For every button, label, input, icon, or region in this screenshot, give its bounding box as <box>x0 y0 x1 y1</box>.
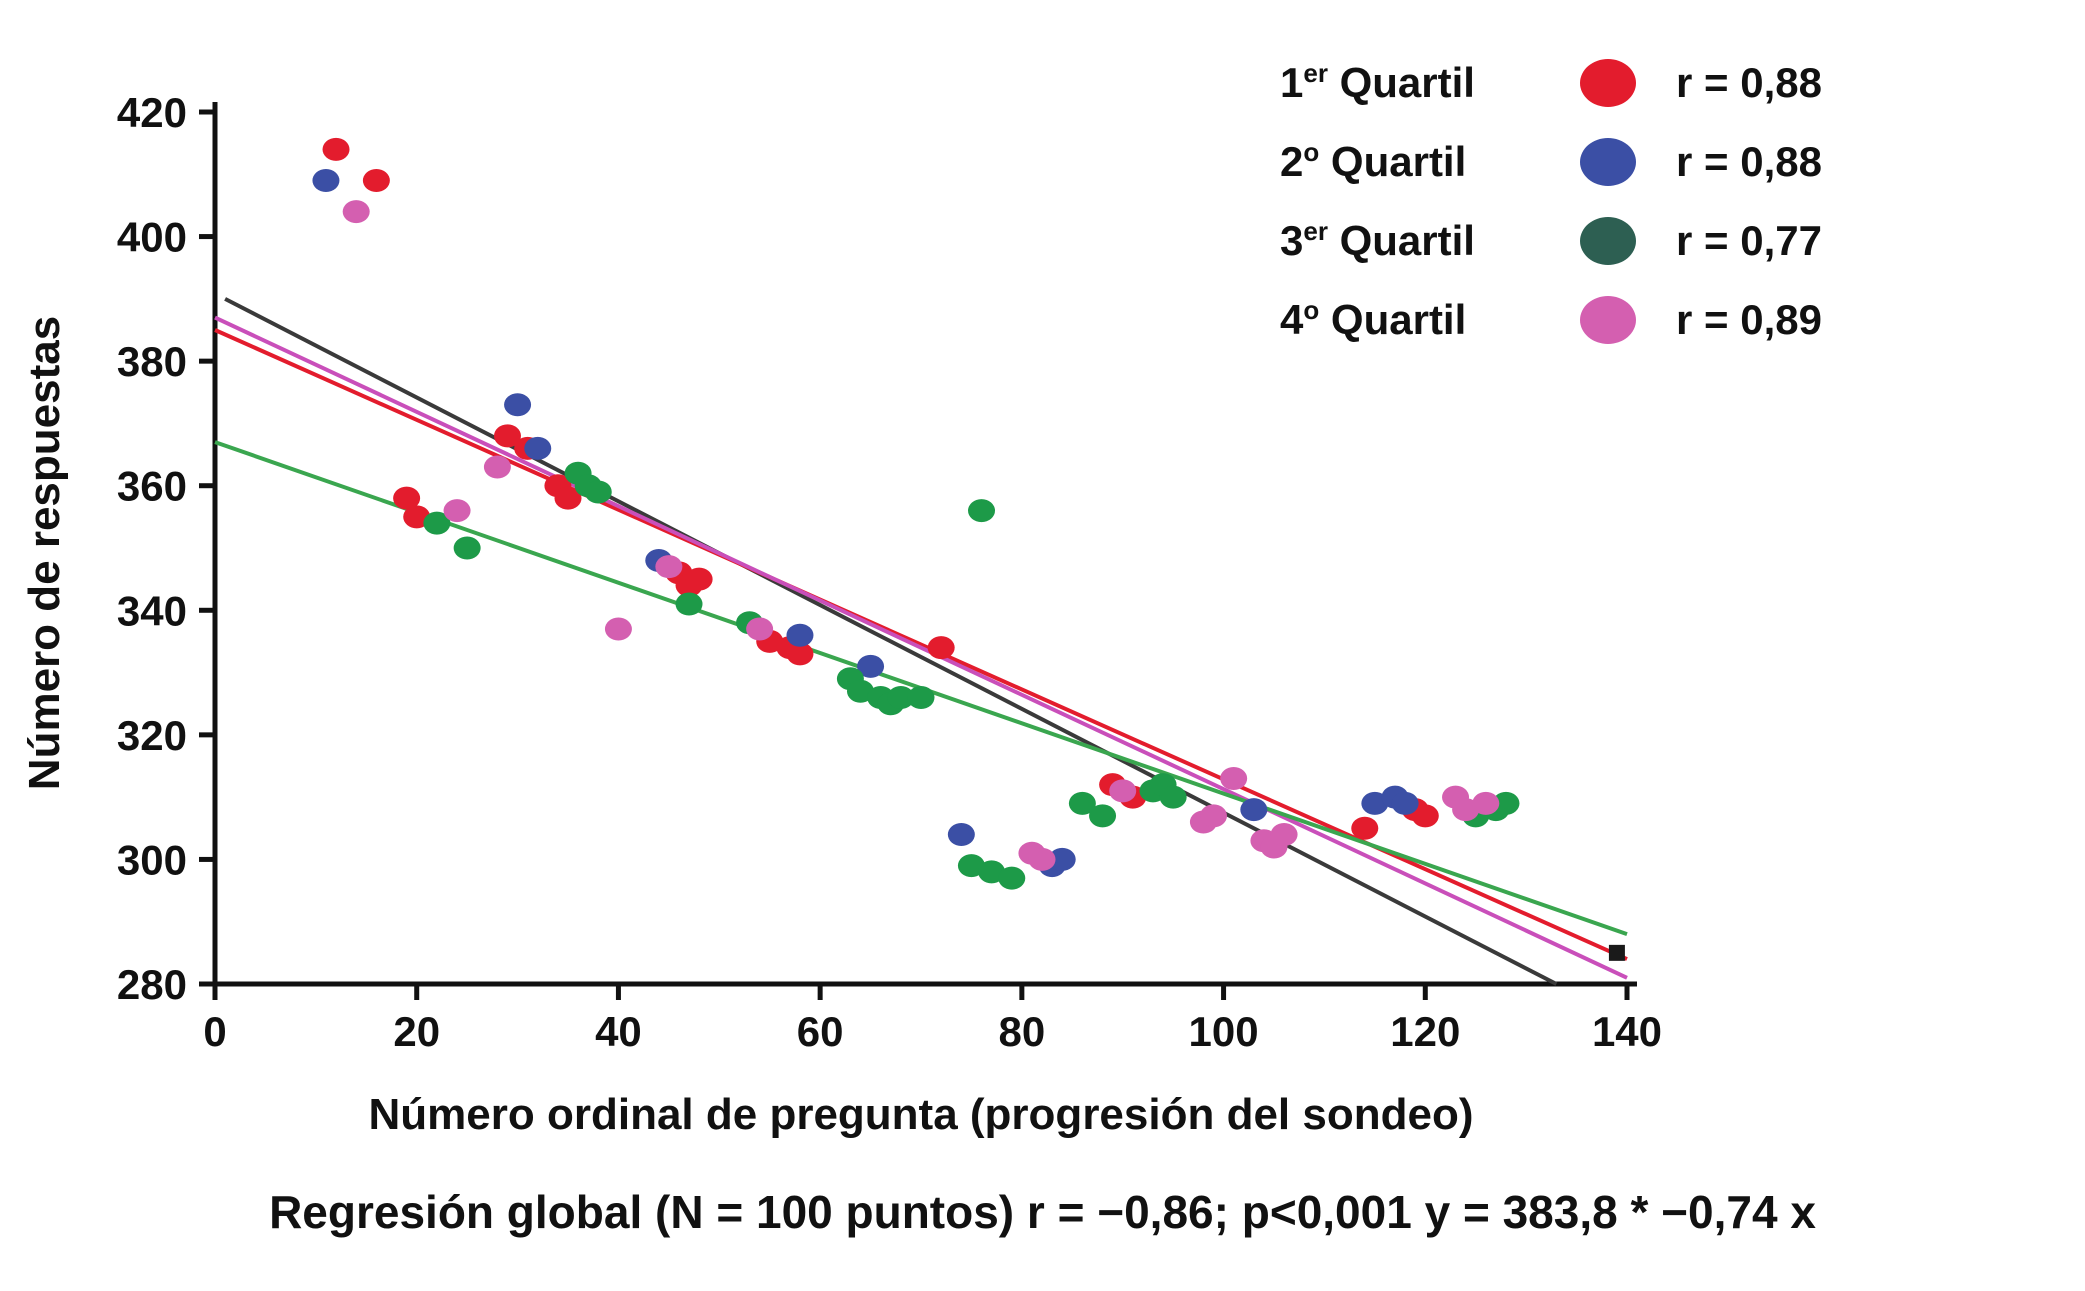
data-point <box>1472 791 1500 815</box>
data-point <box>1159 785 1187 809</box>
legend-r-value: r = 0,89 <box>1676 295 1822 343</box>
legend-swatch <box>1580 216 1636 265</box>
data-point <box>1199 804 1227 828</box>
x-tick-label: 20 <box>393 1008 440 1055</box>
data-point <box>504 393 532 417</box>
data-point <box>1068 791 1096 815</box>
x-tick-label: 120 <box>1390 1008 1460 1055</box>
data-point <box>857 654 885 678</box>
global-regression-caption: Regresión global (N = 100 puntos) r = −0… <box>269 1186 1816 1238</box>
legend-item: 1er Quartil r = 0,88 <box>1280 58 1896 107</box>
regression-line-global-black <box>224 297 1558 986</box>
data-point <box>423 511 451 535</box>
data-point <box>1048 847 1076 871</box>
x-tick-label: 140 <box>1592 1008 1662 1055</box>
legend-swatch <box>1580 295 1636 344</box>
x-tick-label: 40 <box>595 1008 642 1055</box>
x-tick-label: 100 <box>1189 1008 1259 1055</box>
legend-swatch <box>1580 58 1636 107</box>
data-point <box>968 499 996 523</box>
data-point <box>1240 798 1268 822</box>
regression-line-quartil-4-magenta <box>214 315 1628 980</box>
data-point <box>554 486 582 510</box>
regression-line-quartil-1-red <box>214 328 1628 961</box>
y-tick-label: 340 <box>117 587 187 634</box>
data-point <box>1109 779 1137 803</box>
end-marker <box>1608 944 1625 961</box>
legend-item: 2o Quartil r = 0,88 <box>1280 137 1896 186</box>
data-point <box>362 169 390 193</box>
y-axis-label: Número de respuestas <box>20 315 69 791</box>
legend-r-value: r = 0,77 <box>1676 216 1822 264</box>
data-point <box>1270 823 1298 847</box>
y-tick-label: 300 <box>117 836 187 883</box>
data-point <box>342 200 370 224</box>
data-point <box>1411 804 1439 828</box>
y-tick-label: 280 <box>117 961 187 1008</box>
data-point <box>604 617 632 641</box>
legend-item: 3er Quartil r = 0,77 <box>1280 216 1896 265</box>
data-point <box>907 685 935 709</box>
data-point <box>655 555 683 579</box>
data-point <box>998 866 1026 890</box>
legend-item: 4o Quartil r = 0,89 <box>1280 295 1896 344</box>
data-point <box>786 623 814 647</box>
x-tick-label: 60 <box>797 1008 844 1055</box>
y-tick-label: 320 <box>117 712 187 759</box>
y-tick-label: 400 <box>117 214 187 261</box>
data-point <box>312 169 340 193</box>
data-point <box>786 642 814 666</box>
legend-label: 3er Quartil <box>1280 216 1475 264</box>
data-point <box>1351 816 1379 840</box>
data-point <box>483 455 511 479</box>
x-tick-label: 80 <box>998 1008 1045 1055</box>
legend: 1er Quartil r = 0,88 2o Quartil r = 0,88… <box>1280 58 1896 344</box>
data-point <box>685 567 713 591</box>
legend-label: 1er Quartil <box>1280 58 1475 106</box>
data-point <box>443 499 471 523</box>
y-tick-label: 360 <box>117 463 187 510</box>
data-point <box>1089 804 1117 828</box>
data-point <box>1028 847 1056 871</box>
data-point <box>584 480 612 504</box>
legend-r-value: r = 0,88 <box>1676 58 1822 106</box>
y-tick-label: 380 <box>117 338 187 385</box>
data-point <box>746 617 774 641</box>
data-point <box>1391 791 1419 815</box>
data-point <box>887 685 915 709</box>
legend-label: 2o Quartil <box>1280 137 1467 185</box>
data-point <box>493 424 521 448</box>
y-tick-label: 420 <box>117 89 187 136</box>
data-point <box>947 823 975 847</box>
data-point <box>524 436 552 460</box>
legend-swatch <box>1580 137 1636 186</box>
legend-r-value: r = 0,88 <box>1676 137 1822 185</box>
data-point <box>322 137 350 161</box>
legend-label: 4o Quartil <box>1280 295 1467 343</box>
data-point <box>1220 766 1248 790</box>
data-point <box>675 592 703 616</box>
data-point <box>393 486 421 510</box>
data-point <box>927 636 955 660</box>
data-point <box>453 536 481 560</box>
x-tick-label: 0 <box>203 1008 226 1055</box>
x-axis-label: Número ordinal de pregunta (progresión d… <box>368 1090 1474 1139</box>
data-point <box>1492 791 1520 815</box>
